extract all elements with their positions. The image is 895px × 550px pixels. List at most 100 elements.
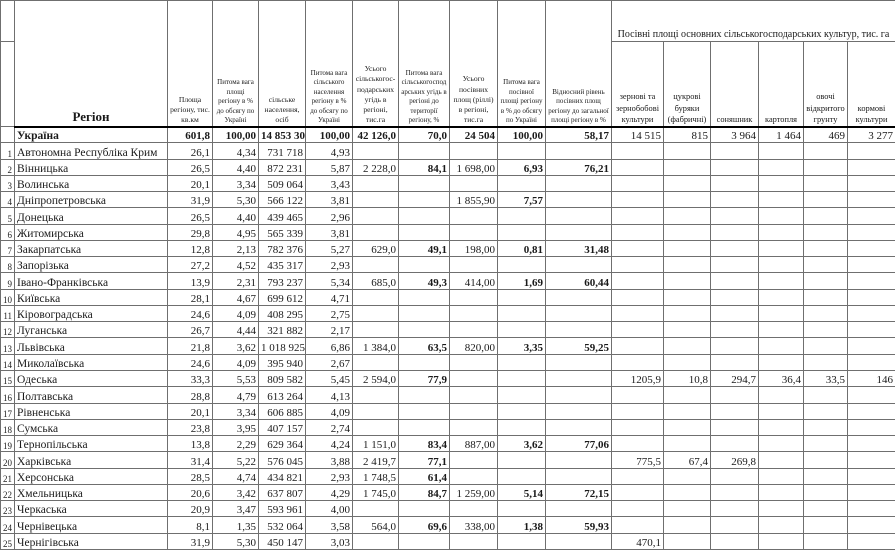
row-number[interactable]: 19	[0, 435, 15, 453]
value-cell[interactable]	[449, 467, 498, 485]
value-cell[interactable]	[611, 418, 664, 437]
value-cell[interactable]	[710, 435, 759, 453]
region-name-cell[interactable]: Запорізька	[14, 256, 168, 274]
value-cell[interactable]: 2,67	[305, 353, 353, 371]
value-cell[interactable]	[497, 256, 546, 274]
value-cell[interactable]	[758, 191, 804, 209]
value-cell[interactable]: 564,0	[352, 516, 399, 534]
value-cell[interactable]: 31,9	[167, 191, 213, 209]
region-name-cell[interactable]: Донецька	[14, 207, 168, 225]
value-cell[interactable]: 4,71	[305, 288, 353, 306]
value-cell[interactable]	[758, 256, 804, 274]
value-cell[interactable]: 4,40	[212, 158, 259, 176]
value-cell[interactable]	[663, 239, 711, 258]
value-cell[interactable]	[710, 516, 759, 534]
value-cell[interactable]: 3 964	[710, 125, 759, 144]
value-cell[interactable]: 67,4	[663, 451, 711, 469]
value-cell[interactable]	[398, 288, 450, 306]
value-cell[interactable]	[710, 207, 759, 225]
value-cell[interactable]: 3,81	[305, 191, 353, 209]
value-cell[interactable]	[663, 532, 711, 550]
value-cell[interactable]: 450 147	[258, 532, 306, 550]
value-cell[interactable]: 4,29	[305, 483, 353, 502]
value-cell[interactable]	[803, 272, 848, 290]
value-cell[interactable]	[803, 321, 848, 339]
value-cell[interactable]: 7,57	[497, 191, 546, 209]
value-cell[interactable]	[710, 158, 759, 176]
value-cell[interactable]	[398, 142, 450, 160]
value-cell[interactable]	[758, 207, 804, 225]
region-name-cell[interactable]: Вінницька	[14, 158, 168, 176]
value-cell[interactable]: 407 157	[258, 418, 306, 437]
value-cell[interactable]	[710, 288, 759, 306]
region-name-cell[interactable]: Херсонська	[14, 467, 168, 485]
value-cell[interactable]	[710, 321, 759, 339]
value-cell[interactable]	[611, 158, 664, 176]
value-cell[interactable]	[663, 386, 711, 404]
value-cell[interactable]: 566 122	[258, 191, 306, 209]
value-cell[interactable]	[449, 369, 498, 388]
value-cell[interactable]	[663, 304, 711, 323]
value-cell[interactable]: 5,30	[212, 191, 259, 209]
value-cell[interactable]	[758, 386, 804, 404]
row-number[interactable]	[0, 125, 15, 144]
value-cell[interactable]: 872 231	[258, 158, 306, 176]
value-cell[interactable]: 321 882	[258, 321, 306, 339]
value-cell[interactable]: 5,22	[212, 451, 259, 469]
value-cell[interactable]: 3,34	[212, 174, 259, 193]
value-cell[interactable]: 2,74	[305, 418, 353, 437]
value-cell[interactable]	[497, 142, 546, 160]
value-cell[interactable]: 4,79	[212, 386, 259, 404]
value-cell[interactable]	[663, 142, 711, 160]
value-cell[interactable]: 31,9	[167, 532, 213, 550]
value-cell[interactable]	[398, 402, 450, 420]
value-cell[interactable]	[710, 402, 759, 420]
row-number[interactable]: 14	[0, 353, 15, 371]
value-cell[interactable]	[663, 435, 711, 453]
value-cell[interactable]: 4,09	[212, 304, 259, 323]
col-header-fodder[interactable]: кормові культури	[846, 41, 895, 128]
value-cell[interactable]: 793 237	[258, 272, 306, 290]
value-cell[interactable]: 59,25	[545, 337, 612, 355]
value-cell[interactable]	[846, 239, 895, 258]
value-cell[interactable]: 4,34	[212, 142, 259, 160]
value-cell[interactable]	[758, 337, 804, 355]
value-cell[interactable]	[449, 386, 498, 404]
value-cell[interactable]	[758, 402, 804, 420]
value-cell[interactable]: 2,96	[305, 207, 353, 225]
value-cell[interactable]	[449, 207, 498, 225]
value-cell[interactable]: 4,74	[212, 467, 259, 485]
value-cell[interactable]: 5,87	[305, 158, 353, 176]
value-cell[interactable]: 395 940	[258, 353, 306, 371]
value-cell[interactable]	[758, 239, 804, 258]
value-cell[interactable]: 59,93	[545, 516, 612, 534]
value-cell[interactable]	[846, 223, 895, 241]
value-cell[interactable]	[710, 142, 759, 160]
value-cell[interactable]: 4,52	[212, 256, 259, 274]
col-header-sown-area[interactable]: Усього посівних площ (ріллі) в регіоні, …	[449, 0, 498, 128]
value-cell[interactable]	[449, 174, 498, 193]
value-cell[interactable]: 49,1	[398, 239, 450, 258]
value-cell[interactable]	[398, 321, 450, 339]
value-cell[interactable]: 4,93	[305, 142, 353, 160]
value-cell[interactable]	[803, 435, 848, 453]
value-cell[interactable]: 1 745,0	[352, 483, 399, 502]
value-cell[interactable]	[846, 386, 895, 404]
value-cell[interactable]	[449, 142, 498, 160]
value-cell[interactable]: 3,42	[212, 483, 259, 502]
value-cell[interactable]	[352, 304, 399, 323]
value-cell[interactable]: 63,5	[398, 337, 450, 355]
value-cell[interactable]: 12,8	[167, 239, 213, 258]
value-cell[interactable]	[758, 158, 804, 176]
value-cell[interactable]	[663, 174, 711, 193]
value-cell[interactable]: 1 018 925	[258, 337, 306, 355]
value-cell[interactable]	[398, 174, 450, 193]
value-cell[interactable]: 2,29	[212, 435, 259, 453]
value-cell[interactable]	[758, 174, 804, 193]
value-cell[interactable]	[449, 402, 498, 420]
value-cell[interactable]: 2,13	[212, 239, 259, 258]
value-cell[interactable]	[352, 174, 399, 193]
value-cell[interactable]	[545, 532, 612, 550]
value-cell[interactable]: 5,27	[305, 239, 353, 258]
value-cell[interactable]	[710, 272, 759, 290]
